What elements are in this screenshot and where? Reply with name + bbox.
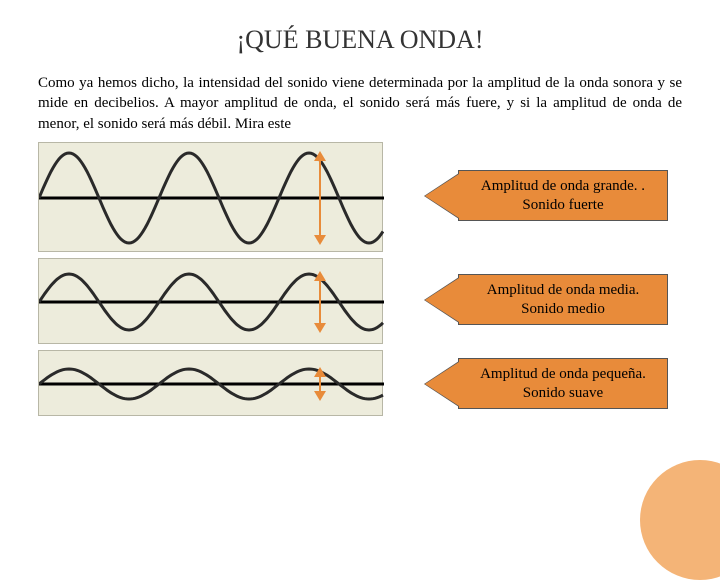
callout-line2: Sonido suave: [469, 384, 657, 403]
arrow-shaft: [319, 377, 321, 391]
wave-svg: [39, 351, 384, 417]
amplitude-callout: Amplitud de onda grande. .Sonido fuerte: [458, 170, 668, 222]
arrow-head-down-icon: [314, 323, 326, 333]
arrow-shaft: [319, 281, 321, 323]
arrow-shaft: [319, 161, 321, 235]
amplitude-callout: Amplitud de onda media.Sonido medio: [458, 274, 668, 326]
wave-row: Amplitud de onda grande. .Sonido fuerte: [38, 142, 720, 252]
arrow-head-down-icon: [314, 391, 326, 401]
wave-box: [38, 258, 383, 344]
amplitude-callout: Amplitud de onda pequeña.Sonido suave: [458, 358, 668, 410]
wave-row: Amplitud de onda pequeña.Sonido suave: [38, 350, 720, 416]
callout-line2: Sonido fuerte: [469, 196, 657, 215]
wave-row: Amplitud de onda media.Sonido medio: [38, 258, 720, 344]
intro-paragraph: Como ya hemos dicho, la intensidad del s…: [0, 55, 720, 142]
wave-svg: [39, 143, 384, 253]
amplitude-arrow: [314, 367, 326, 401]
amplitude-arrow: [314, 271, 326, 333]
callout-line1: Amplitud de onda grande. .: [469, 177, 657, 196]
waves-section: Amplitud de onda grande. .Sonido fuerteA…: [0, 142, 720, 416]
corner-decoration: [640, 460, 720, 580]
callout-line2: Sonido medio: [469, 300, 657, 319]
wave-box: [38, 350, 383, 416]
amplitude-arrow: [314, 151, 326, 245]
arrow-head-up-icon: [314, 271, 326, 281]
wave-box: [38, 142, 383, 252]
page-title: ¡QUÉ BUENA ONDA!: [0, 0, 720, 55]
arrow-head-up-icon: [314, 151, 326, 161]
arrow-head-up-icon: [314, 367, 326, 377]
callout-line1: Amplitud de onda pequeña.: [469, 365, 657, 384]
arrow-head-down-icon: [314, 235, 326, 245]
wave-svg: [39, 259, 384, 345]
callout-line1: Amplitud de onda media.: [469, 281, 657, 300]
